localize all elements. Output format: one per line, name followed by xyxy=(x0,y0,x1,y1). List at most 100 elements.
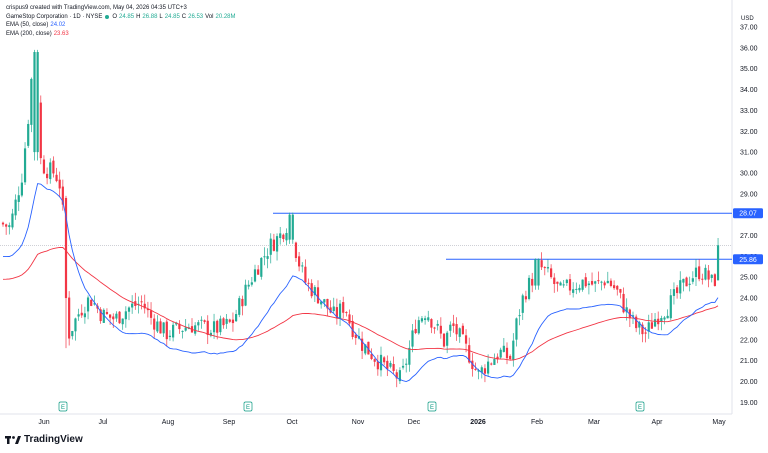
candle-body xyxy=(698,266,701,280)
candle-body xyxy=(543,267,546,269)
candle-body xyxy=(509,355,512,360)
candle-body xyxy=(436,323,439,326)
low-value: 24.85 xyxy=(164,13,180,20)
candle-body xyxy=(575,288,578,290)
tradingview-logo: TradingView xyxy=(5,434,83,445)
candle-body xyxy=(269,238,272,255)
candle-body xyxy=(99,309,102,322)
candle-body xyxy=(228,319,231,322)
candle-body xyxy=(546,267,550,269)
candle-body xyxy=(238,298,241,315)
candle-body xyxy=(386,360,389,369)
candle-body xyxy=(260,257,263,277)
candle-body xyxy=(49,162,52,180)
x-tick-label: Dec xyxy=(408,419,421,426)
candle-body xyxy=(505,347,509,359)
candle-body xyxy=(206,320,209,335)
candle-body xyxy=(93,303,96,305)
candle-body xyxy=(8,225,11,228)
candle-body xyxy=(483,368,487,374)
y-tick-label: 19.00 xyxy=(740,400,758,407)
candle-body xyxy=(316,287,320,304)
candle-body xyxy=(455,324,458,335)
candle-body xyxy=(713,274,716,286)
candle-body xyxy=(540,260,543,268)
candle-body xyxy=(298,256,301,267)
y-tick-label: 25.00 xyxy=(740,275,758,282)
candle-body xyxy=(468,345,471,363)
candle-body xyxy=(74,318,77,332)
candle-body xyxy=(86,297,90,312)
candle-body xyxy=(502,345,505,352)
candle-body xyxy=(398,370,401,382)
candle-body xyxy=(288,214,291,240)
candle-body xyxy=(490,363,493,365)
candle-body xyxy=(638,322,641,328)
candle-body xyxy=(345,312,348,314)
candle-body xyxy=(559,282,562,286)
candle-body xyxy=(685,277,688,287)
y-tick-label: 24.00 xyxy=(740,296,758,303)
candle-body xyxy=(691,278,694,282)
candle-body xyxy=(143,303,146,309)
candle-body xyxy=(644,332,647,334)
candle-body xyxy=(430,319,433,328)
ema50-value: 24.02 xyxy=(50,22,66,29)
candle-body xyxy=(446,332,449,346)
candle-body xyxy=(175,322,178,325)
candle-body xyxy=(635,316,638,329)
market-status-icon xyxy=(105,14,110,19)
open-label: O xyxy=(112,13,118,20)
candle-body xyxy=(320,301,323,305)
candle-body xyxy=(474,368,477,370)
price-label-lower-bg xyxy=(733,254,763,265)
earnings-marker-label: E xyxy=(246,405,250,411)
candle-body xyxy=(71,330,74,337)
ema200-line[interactable]: EMA (200, close) 23.63 xyxy=(6,30,238,39)
candle-body xyxy=(672,289,676,296)
candle-body xyxy=(682,278,685,283)
candle-body xyxy=(14,199,17,216)
earnings-marker xyxy=(427,401,437,412)
candle-body xyxy=(241,298,244,307)
high-label: H xyxy=(136,13,141,20)
candle-body xyxy=(184,327,187,331)
candle-body xyxy=(272,239,275,251)
candle-body xyxy=(622,293,625,313)
candle-body xyxy=(424,318,427,320)
earnings-marker-label: E xyxy=(61,405,65,411)
ema50-line[interactable]: EMA (50, close) 24.02 xyxy=(6,21,238,30)
candle-body xyxy=(222,318,225,326)
candle-body xyxy=(279,233,282,238)
symbol-title: GameStop Corporation · 1D · NYSE xyxy=(6,13,103,20)
candle-body xyxy=(348,314,351,324)
candle-body xyxy=(203,320,206,322)
candle-body xyxy=(688,283,691,285)
candle-body xyxy=(216,320,219,333)
candle-body xyxy=(480,367,483,373)
candle-body xyxy=(442,333,446,347)
x-tick-label: Feb xyxy=(531,419,543,426)
x-tick-label: Apr xyxy=(652,419,664,426)
candle-body xyxy=(389,362,392,367)
candle-body xyxy=(701,278,704,280)
candle-body xyxy=(578,287,581,291)
candle-body xyxy=(244,284,247,306)
y-tick-label: 22.00 xyxy=(740,337,758,344)
price-label-upper: 28.07 xyxy=(739,211,757,218)
candle-body xyxy=(313,287,316,296)
y-tick-label: 32.00 xyxy=(740,129,758,136)
candle-body xyxy=(102,309,105,323)
y-tick-label: 37.00 xyxy=(740,25,758,32)
candle-body xyxy=(338,303,342,319)
candle-body xyxy=(568,279,572,291)
candle-body xyxy=(590,281,594,285)
candle-body xyxy=(124,311,127,320)
candle-body xyxy=(275,236,279,252)
candle-body xyxy=(487,361,490,374)
candle-body xyxy=(625,307,628,313)
candle-body xyxy=(562,284,565,286)
candle-body xyxy=(364,344,367,354)
candle-body xyxy=(55,174,58,182)
